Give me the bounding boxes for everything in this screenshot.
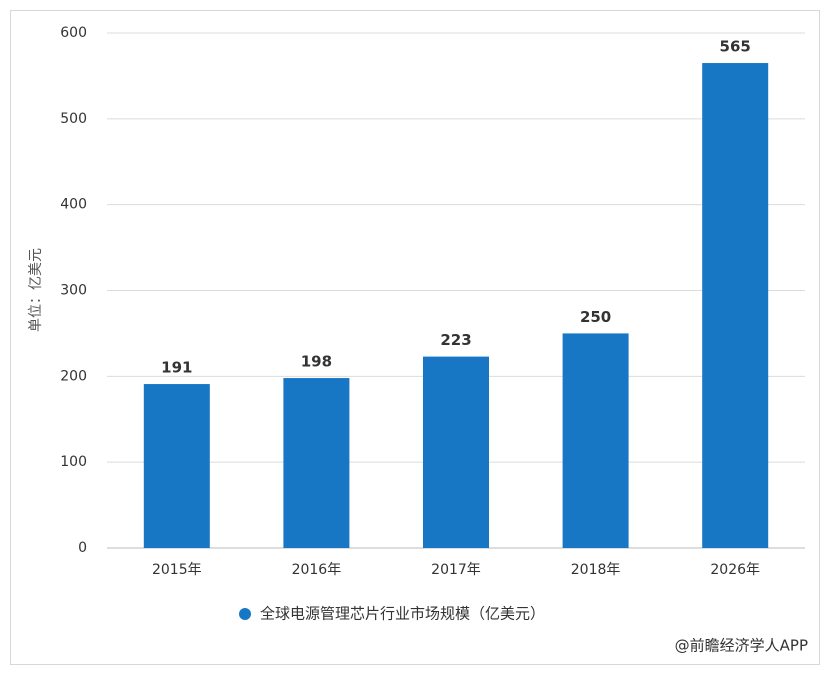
bar	[423, 356, 489, 548]
y-axis-label: 单位：亿美元	[28, 248, 44, 332]
value-label: 565	[720, 38, 751, 56]
y-tick-label: 0	[78, 540, 87, 556]
frame	[10, 10, 820, 665]
value-label: 223	[440, 331, 471, 349]
x-tick-label: 2026年	[710, 562, 760, 578]
bar	[143, 384, 210, 548]
bar	[702, 63, 769, 549]
x-tick-label: 2016年	[292, 562, 342, 578]
y-tick-label: 400	[60, 197, 87, 213]
x-tick-label: 2017年	[431, 562, 481, 578]
bar	[562, 333, 629, 548]
x-tick-label: 2015年	[152, 562, 202, 578]
value-label: 250	[580, 308, 611, 326]
y-tick-label: 500	[60, 111, 87, 127]
y-tick-label: 100	[60, 454, 87, 470]
y-tick-label: 300	[60, 283, 87, 299]
bar	[283, 378, 350, 548]
source: @前瞻经济学人APP	[675, 637, 808, 655]
y-tick-label: 200	[60, 368, 87, 384]
legend-label: 全球电源管理芯片行业市场规模（亿美元）	[260, 605, 545, 623]
value-label: 198	[301, 353, 332, 371]
value-label: 191	[161, 359, 192, 377]
legend-marker	[239, 608, 251, 620]
y-tick-label: 600	[60, 25, 87, 41]
x-tick-label: 2018年	[571, 562, 621, 578]
